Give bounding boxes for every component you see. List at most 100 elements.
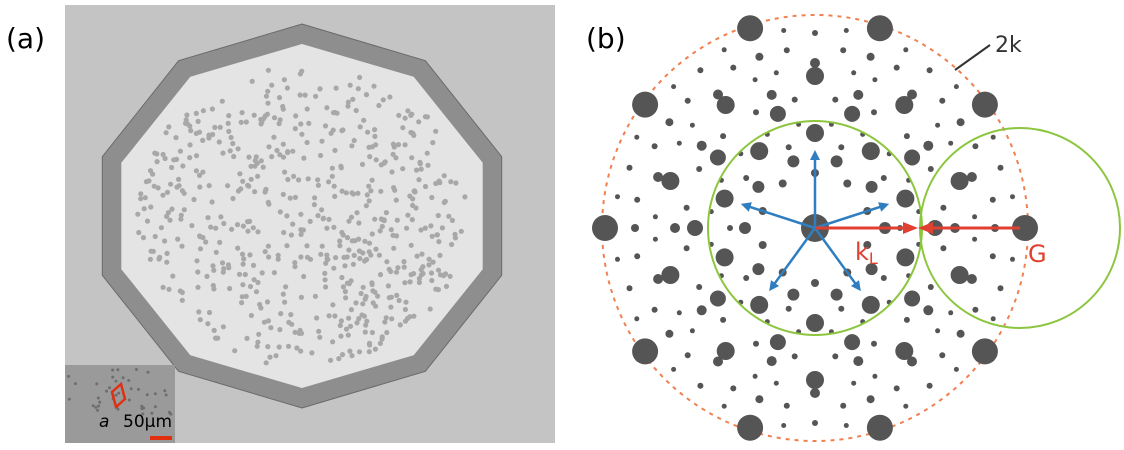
hole [364, 203, 369, 208]
hole [240, 252, 245, 257]
hole [395, 265, 400, 270]
spot [774, 70, 779, 75]
hole [341, 232, 346, 237]
hole [148, 168, 153, 173]
hole [316, 329, 321, 334]
hole [400, 125, 405, 130]
hole [442, 173, 447, 178]
hole [319, 139, 324, 144]
hole [250, 79, 255, 84]
hole [168, 182, 173, 187]
hole [319, 207, 324, 212]
hole [225, 183, 230, 188]
hole [356, 86, 361, 91]
kl-sub: L [869, 249, 878, 268]
hole [304, 243, 309, 248]
hole [165, 394, 168, 397]
hole [388, 269, 393, 274]
spot [940, 245, 946, 251]
hole [367, 342, 372, 347]
hole [462, 194, 467, 199]
hole [428, 223, 433, 228]
hole [166, 124, 171, 129]
hole [329, 131, 334, 136]
hole [277, 344, 282, 349]
spot [990, 197, 996, 203]
arrow-head [851, 280, 861, 291]
spot [685, 98, 691, 104]
hole [408, 113, 413, 118]
hole [324, 226, 329, 231]
spot [634, 316, 639, 321]
hole [411, 271, 416, 276]
spot [697, 305, 707, 315]
hole [290, 149, 295, 154]
hole [143, 195, 148, 200]
spot [954, 367, 959, 372]
hole [327, 313, 332, 318]
spot [755, 395, 763, 403]
spot [806, 67, 824, 85]
hole [115, 380, 118, 383]
hole [218, 125, 223, 130]
hole [164, 130, 169, 135]
hole [196, 309, 201, 314]
hole [360, 301, 365, 306]
hole [267, 355, 272, 360]
hole [437, 180, 442, 185]
hole [213, 226, 218, 231]
hole [333, 255, 338, 260]
hole [268, 325, 273, 330]
hole [411, 133, 416, 138]
hole [409, 243, 414, 248]
hole [338, 323, 343, 328]
hole [367, 154, 372, 159]
hole [325, 256, 330, 261]
hole [207, 310, 212, 315]
hole [212, 328, 217, 333]
hole [372, 217, 377, 222]
hole [430, 140, 435, 145]
hole [382, 217, 387, 222]
hole [176, 177, 181, 182]
hole [160, 193, 165, 198]
spot [696, 166, 702, 172]
hole [298, 227, 303, 232]
hole [402, 265, 407, 270]
arrow [815, 228, 857, 286]
hole [238, 186, 243, 191]
hole [403, 116, 408, 121]
spot [690, 123, 695, 128]
hole [293, 330, 298, 335]
spot [967, 274, 977, 284]
spot [904, 133, 910, 139]
hole [288, 312, 293, 317]
spot [737, 415, 763, 441]
hole [155, 159, 160, 164]
hole [98, 401, 101, 404]
hole [188, 128, 193, 133]
hole [95, 382, 98, 385]
hole [373, 304, 378, 309]
hole [367, 349, 372, 354]
arrow-head [741, 202, 752, 212]
hole [182, 191, 187, 196]
spot [684, 205, 690, 211]
hole [394, 198, 399, 203]
spot [957, 330, 965, 338]
hole [331, 266, 336, 271]
hole [350, 97, 355, 102]
hole [226, 113, 231, 118]
hole [97, 405, 100, 408]
hole [221, 221, 226, 226]
hole [265, 112, 270, 117]
arrow-head [810, 150, 820, 160]
hole [423, 114, 428, 119]
hole [395, 218, 400, 223]
hole [127, 379, 130, 382]
spot [954, 84, 959, 89]
hole [220, 151, 225, 156]
hole [208, 225, 213, 230]
hole [362, 258, 367, 263]
spot [781, 423, 786, 428]
